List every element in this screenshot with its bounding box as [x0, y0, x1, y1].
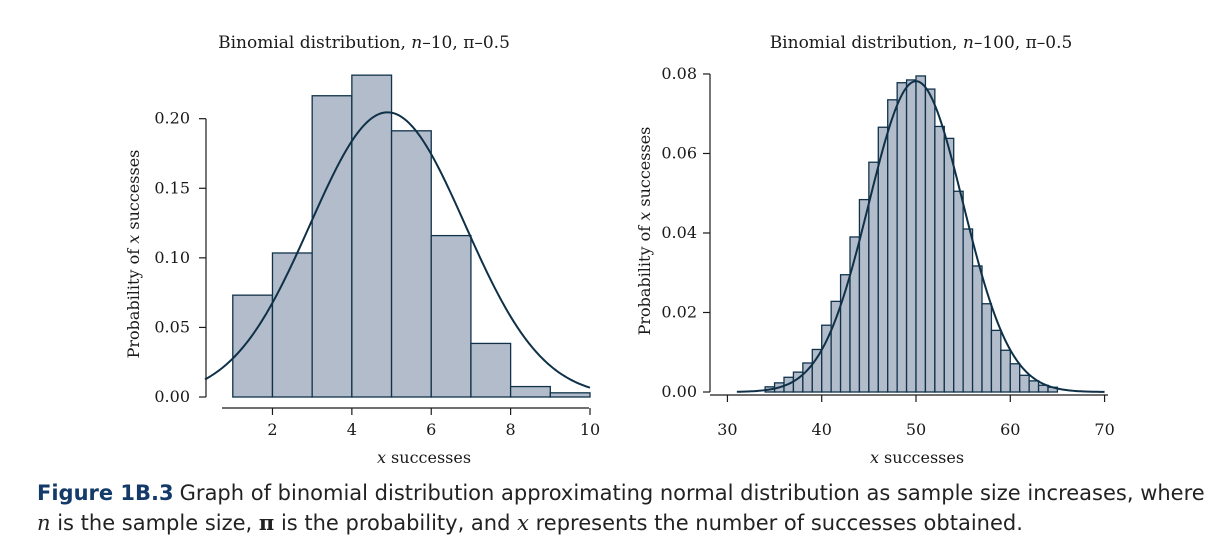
chart-2-bar-39: [811, 348, 823, 393]
chart-2-bar-58: [990, 329, 1002, 393]
chart-1-y-tick-label: 0.15: [154, 178, 190, 197]
chart-1-x-tick-label: 8: [506, 420, 516, 439]
chart-1-y-tick-label: 0.05: [154, 317, 190, 336]
chart-2-x-tick-label: 60: [1000, 420, 1020, 439]
caption-label: Figure 1B.3: [37, 481, 174, 505]
chart-2-bar-51: [924, 88, 936, 393]
chart-2-bar-52: [934, 125, 945, 393]
chart-2-bar-61: [1019, 374, 1030, 393]
chart-1-x-tick-label: 4: [347, 420, 357, 439]
caption-text-2: is the sample size,: [50, 511, 259, 535]
chart-1-bar-7: [470, 342, 512, 398]
chart-2-normal-curve: [736, 80, 1105, 393]
chart-1-bar-5: [390, 130, 432, 398]
chart-1-y-label-suffix: successes: [124, 150, 143, 235]
chart-1-title-prefix: Binomial distribution,: [218, 33, 411, 53]
chart-2-bar-60: [1009, 363, 1021, 393]
chart-1-x-tick-label: 2: [267, 420, 277, 439]
caption-line-1: Figure 1B.3 Graph of binomial distributio…: [37, 478, 1207, 508]
figure-caption: Figure 1B.3 Graph of binomial distributio…: [37, 478, 1207, 538]
chart-2-x-tick-label: 50: [906, 420, 926, 439]
chart-1-bar-8: [509, 385, 551, 398]
caption-text-3: is the probability, and: [274, 511, 518, 535]
chart-1-bar-2: [271, 252, 313, 398]
chart-1-y-label: Probability of x successes: [124, 150, 143, 359]
chart-2-bar-46: [877, 126, 889, 393]
chart-1-x-label-text: successes: [386, 448, 471, 467]
chart-1-bar-4: [351, 74, 393, 398]
chart-2-y-tick-label: 0.00: [661, 382, 697, 401]
caption-x-symbol: x: [517, 511, 529, 535]
chart-2-bars: [764, 75, 1059, 393]
chart-1-title-pi: π–0.5: [463, 33, 510, 53]
chart-2-title-n-value: –100,: [974, 33, 1026, 53]
chart-1-bar-9: [549, 392, 591, 398]
caption-text-4: represents the number of successes obtai…: [528, 511, 1023, 535]
chart-2-y-tick-label: 0.02: [661, 302, 697, 321]
chart-2-y-tick-label: 0.04: [661, 223, 697, 242]
chart-1: 0.00 0.05 0.10 0.15 0.20 2 4 6 8 10 Binomial distr…: [124, 33, 600, 467]
chart-2-bar-41: [830, 300, 842, 393]
chart-2-y-tick-label: 0.06: [661, 143, 697, 162]
chart-2-bar-57: [981, 303, 993, 393]
chart-1-x-tick-label: 6: [426, 420, 436, 439]
chart-1-y-tick-label: 0.10: [154, 248, 190, 267]
chart-2-title: Binomial distribution, n–100, π–0.5: [770, 33, 1073, 53]
chart-1-bar-1: [232, 294, 274, 398]
chart-1-y-tick-label: 0.20: [154, 109, 190, 128]
caption-text-1: Graph of binomial distribution approxima…: [179, 481, 1205, 505]
chart-1-y-label-var: x: [124, 235, 143, 244]
chart-2-y-label-suffix: successes: [635, 127, 654, 212]
chart-2-title-pi: π–0.5: [1026, 33, 1073, 53]
chart-1-bar-6: [430, 234, 472, 398]
caption-line-2: n is the sample size, π is the probabili…: [37, 508, 1207, 538]
chart-2-bar-50: [915, 75, 927, 393]
chart-2-y-label-prefix: Probability of: [635, 221, 654, 336]
chart-2-bar-62: [1028, 380, 1040, 393]
chart-1-y-tick-label: 0.00: [154, 387, 190, 406]
chart-2-y-tick-label: 0.08: [661, 64, 697, 83]
chart-1-title-n-value: –10,: [422, 33, 463, 53]
chart-2-bar-49: [905, 79, 917, 393]
chart-1-x-label-var: x: [377, 448, 386, 467]
chart-1-y-label-prefix: Probability of: [124, 244, 143, 359]
chart-2-title-prefix: Binomial distribution,: [770, 33, 963, 53]
chart-2-bar-56: [971, 265, 983, 393]
chart-2-bar-48: [896, 82, 908, 393]
caption-pi-symbol: π: [258, 510, 275, 535]
chart-2-x-label-text: successes: [879, 448, 964, 467]
chart-1-title: Binomial distribution, n–10, π–0.5: [218, 33, 510, 53]
chart-2-x-tick-label: 70: [1094, 420, 1114, 439]
chart-2-bar-55: [962, 228, 974, 393]
chart-1-normal-curve: [204, 111, 591, 389]
chart-2-y-label: Probability of x successes: [635, 127, 654, 336]
chart-2-bar-54: [953, 190, 964, 393]
chart-2-x-label: x successes: [870, 448, 964, 467]
chart-1-bar-3: [311, 95, 353, 398]
chart-2-bar-47: [887, 99, 898, 393]
chart-1-title-n: n: [411, 33, 422, 53]
chart-2-y-label-var: x: [635, 212, 654, 221]
caption-n-symbol: n: [37, 511, 51, 535]
chart-2-bar-53: [943, 137, 955, 393]
chart-2-bar-59: [1000, 349, 1011, 393]
chart-2-x-tick-label: 40: [812, 420, 832, 439]
chart-2-bar-44: [858, 198, 870, 393]
chart-2-x-label-var: x: [870, 448, 879, 467]
chart-2-x-tick-label: 30: [717, 420, 737, 439]
chart-2: 0.00 0.02 0.04 0.06 0.08 30 40 50 60 70 Binomial d…: [635, 33, 1115, 467]
figure-charts: 0.00 0.05 0.10 0.15 0.20 2 4 6 8 10 Binomial distr…: [124, 33, 1115, 467]
chart-1-x-label: x successes: [377, 448, 471, 467]
chart-1-x-tick-label: 10: [580, 420, 600, 439]
chart-1-bars: [232, 74, 591, 398]
chart-2-title-n: n: [963, 33, 974, 53]
